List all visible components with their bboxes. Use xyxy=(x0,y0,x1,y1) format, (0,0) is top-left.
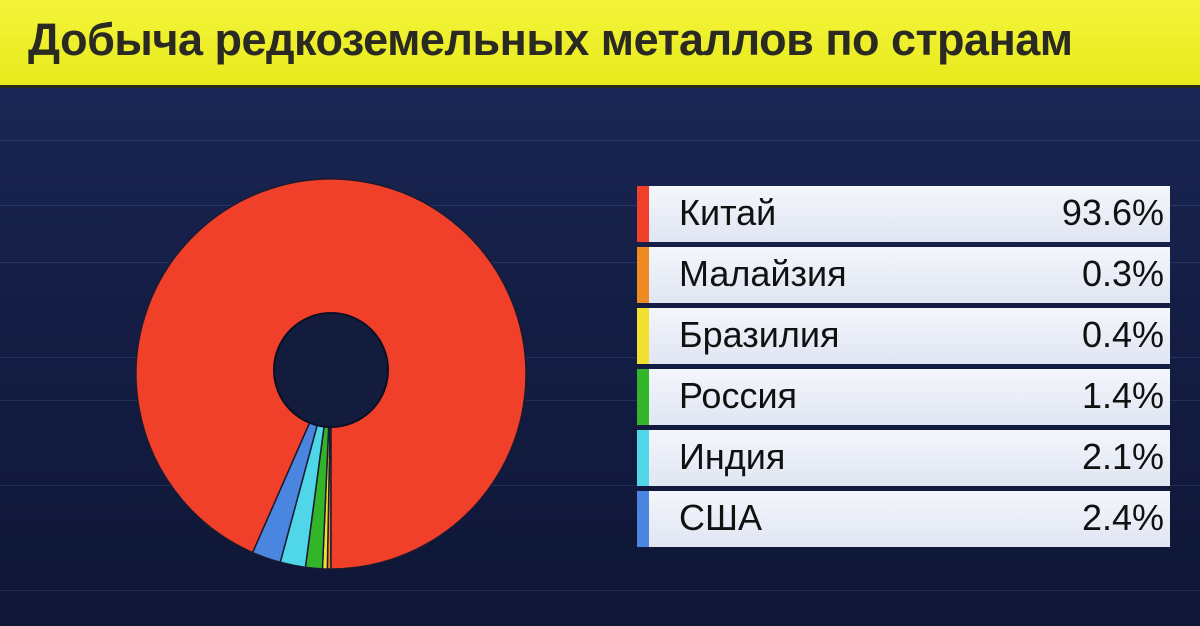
legend-value: 0.4% xyxy=(1081,314,1164,355)
legend-swatch xyxy=(637,308,649,364)
background-line xyxy=(0,400,1200,401)
legend-item: Россия 1.4% xyxy=(637,369,1170,425)
legend-item: Малайзия 0.3% xyxy=(637,247,1170,303)
legend-swatch xyxy=(637,430,649,486)
donut-hole xyxy=(273,312,389,428)
legend-item: Китай 93.6% xyxy=(637,186,1170,242)
legend-value: 1.4% xyxy=(1081,375,1164,416)
background-line xyxy=(0,590,1200,591)
legend-swatch xyxy=(637,186,649,242)
title-bar: Добыча редкоземельных металлов по страна… xyxy=(0,0,1200,88)
legend-value: 93.6% xyxy=(1061,192,1164,233)
legend-label: Малайзия xyxy=(679,253,847,294)
legend-value: 2.1% xyxy=(1081,436,1164,477)
legend-label: Россия xyxy=(679,375,798,416)
background-line xyxy=(0,357,1200,358)
background-line xyxy=(0,140,1200,141)
legend-label: Бразилия xyxy=(679,314,840,355)
legend-swatch xyxy=(637,247,649,303)
background-line xyxy=(0,485,1200,486)
legend-value: 2.4% xyxy=(1081,497,1164,538)
legend-item: США 2.4% xyxy=(637,491,1170,547)
legend-label: Индия xyxy=(679,436,786,477)
legend-label: США xyxy=(679,497,763,538)
legend-value: 0.3% xyxy=(1081,253,1164,294)
legend-label: Китай xyxy=(679,192,777,233)
chart-title: Добыча редкоземельных металлов по страна… xyxy=(28,14,1073,65)
legend: Китай 93.6% Малайзия 0.3% Бразилия 0.4% … xyxy=(637,186,1170,552)
legend-item: Индия 2.1% xyxy=(637,430,1170,486)
legend-item: Бразилия 0.4% xyxy=(637,308,1170,364)
legend-swatch xyxy=(637,369,649,425)
legend-swatch xyxy=(637,491,649,547)
background-line xyxy=(0,205,1200,206)
background-line xyxy=(0,262,1200,263)
